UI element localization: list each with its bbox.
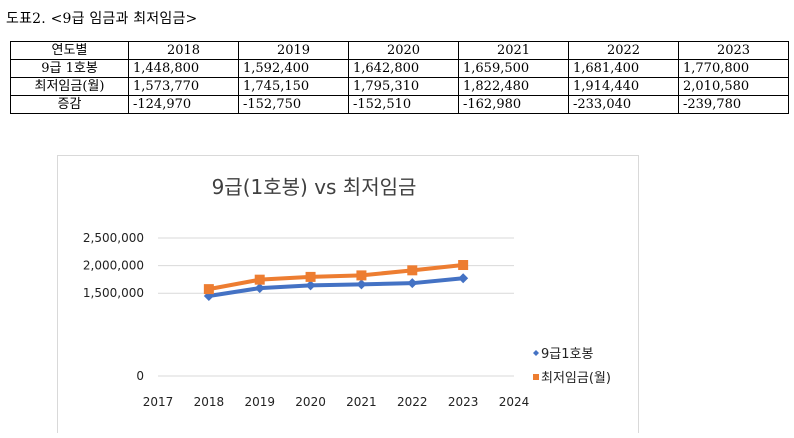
x-tick-label: 2018 xyxy=(194,395,225,409)
x-tick-label: 2021 xyxy=(346,395,377,409)
series-line xyxy=(206,276,466,299)
x-tick-label: 2022 xyxy=(397,395,428,409)
table-cell: 1,642,800 xyxy=(348,59,459,78)
row-label: 9급 1호봉 xyxy=(10,59,129,78)
header-cell: 연도별 xyxy=(10,41,129,60)
table-row: 증감 -124,970 -152,750 -152,510 -162,980 -… xyxy=(10,95,789,114)
x-tick-label: 2017 xyxy=(143,395,174,409)
x-tick-label: 2020 xyxy=(295,395,326,409)
y-tick-label: 2,000,000 xyxy=(83,259,144,273)
y-tick-label: 0 xyxy=(136,369,144,383)
data-point xyxy=(458,260,469,271)
figure-caption: 도표2. <9급 임금과 최저임금> xyxy=(6,11,198,27)
header-cell: 2022 xyxy=(568,41,679,60)
table-cell: 2,010,580 xyxy=(678,77,789,96)
table-header-row: 연도별 2018 2019 2020 2021 2022 2023 xyxy=(10,41,789,60)
table-cell: 1,659,500 xyxy=(458,59,569,78)
table-row: 9급 1호봉 1,448,800 1,592,400 1,642,800 1,6… xyxy=(10,59,789,78)
table-row: 최저임금(월) 1,573,770 1,745,150 1,795,310 1,… xyxy=(10,77,789,96)
table-cell: -124,970 xyxy=(128,95,239,114)
table-cell: -152,510 xyxy=(348,95,459,114)
data-point xyxy=(254,274,265,285)
series-line xyxy=(206,263,466,292)
axes: 0 1,500,000 2,000,000 2,500,000 2017 2018 2019… xyxy=(83,231,529,409)
header-cell: 2019 xyxy=(238,41,349,60)
legend-label: 9급1호봉 xyxy=(541,347,593,362)
data-point xyxy=(356,279,367,290)
data-point xyxy=(407,265,418,276)
x-tick-label: 2023 xyxy=(448,395,479,409)
header-cell: 2021 xyxy=(458,41,569,60)
data-point xyxy=(356,270,367,281)
table-cell: 1,795,310 xyxy=(348,77,459,96)
table-cell: 1,573,770 xyxy=(128,77,239,96)
legend-marker xyxy=(533,350,539,356)
x-tick-label: 2024 xyxy=(499,395,530,409)
table-cell: 1,822,480 xyxy=(458,77,569,96)
table-cell: -239,780 xyxy=(678,95,789,114)
table-cell: 1,448,800 xyxy=(128,59,239,78)
legend-label: 최저임금(월) xyxy=(541,371,611,386)
header-cell: 2018 xyxy=(128,41,239,60)
data-point xyxy=(305,271,316,282)
table-cell: -162,980 xyxy=(458,95,569,114)
table-cell: 1,681,400 xyxy=(568,59,679,78)
table-cell: 1,770,800 xyxy=(678,59,789,78)
data-point xyxy=(254,283,265,294)
chart-area: 9급(1호봉) vs 최저임금 0 1,500,000 2,000,000 2,500… xyxy=(57,155,639,433)
table-cell: -233,040 xyxy=(568,95,679,114)
table-cell: 1,745,150 xyxy=(238,77,349,96)
data-table: 연도별 2018 2019 2020 2021 2022 2023 9급 1호봉… xyxy=(10,41,789,114)
header-cell: 2023 xyxy=(678,41,789,60)
chart-title: 9급(1호봉) vs 최저임금 xyxy=(212,175,417,199)
series-lines xyxy=(203,260,469,302)
row-label: 증감 xyxy=(10,95,129,114)
line-chart: 9급(1호봉) vs 최저임금 0 1,500,000 2,000,000 2,500… xyxy=(83,175,611,409)
header-cell: 2020 xyxy=(348,41,459,60)
table-cell: 1,914,440 xyxy=(568,77,679,96)
row-label: 최저임금(월) xyxy=(10,77,129,96)
y-tick-label: 1,500,000 xyxy=(83,286,144,300)
data-point xyxy=(203,284,214,295)
table-cell: -152,750 xyxy=(238,95,349,114)
legend-marker xyxy=(533,374,539,380)
data-point xyxy=(305,280,316,291)
table-cell: 1,592,400 xyxy=(238,59,349,78)
data-point xyxy=(407,278,418,289)
x-tick-label: 2019 xyxy=(244,395,275,409)
data-point xyxy=(458,273,469,284)
y-tick-label: 2,500,000 xyxy=(83,231,144,245)
